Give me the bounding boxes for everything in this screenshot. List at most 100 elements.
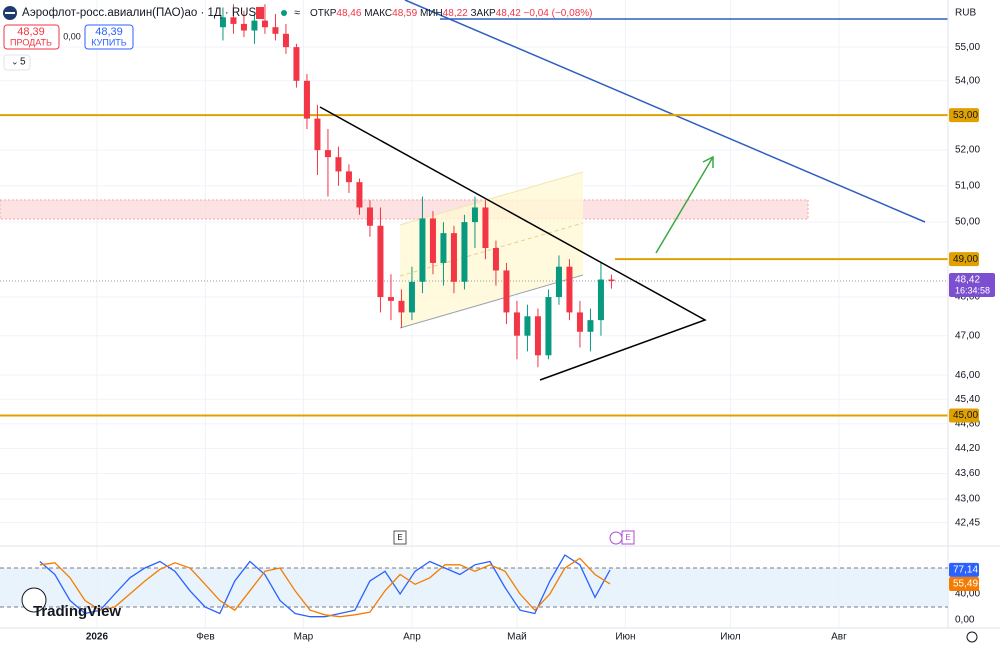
- spread: 0,00: [63, 31, 81, 41]
- y-tick-label: 55,00: [955, 42, 980, 53]
- candle-body: [282, 33, 289, 48]
- candle-body: [314, 118, 321, 151]
- x-tick-label: Фев: [196, 632, 214, 643]
- candle-body: [471, 207, 478, 223]
- candle-body: [503, 270, 510, 313]
- candle-body: [597, 279, 604, 321]
- osc-band: [0, 568, 948, 608]
- candle-body: [461, 222, 468, 282]
- event-marker[interactable]: [621, 530, 635, 545]
- level-label: 53,00: [953, 110, 978, 121]
- y-tick-label: 44,20: [955, 443, 980, 454]
- x-tick-label: Авг: [831, 632, 847, 643]
- arrow-head: [702, 155, 714, 168]
- candle-body: [566, 266, 573, 313]
- buy-button[interactable]: [84, 24, 134, 50]
- channel-line: [399, 171, 584, 226]
- settings-icon[interactable]: [966, 631, 978, 643]
- channel-line: [399, 274, 584, 329]
- flag[interactable]: [256, 7, 264, 19]
- candle-body: [230, 17, 237, 24]
- channel-fill: [400, 172, 583, 328]
- candle-body: [398, 300, 405, 313]
- osc-label-bg: [949, 576, 979, 591]
- candle-body: [240, 23, 247, 31]
- candle-body: [608, 279, 615, 282]
- y-tick-label: 43,00: [955, 494, 980, 505]
- x-tick-label: Апр: [403, 632, 421, 643]
- y-tick-label: 44,80: [955, 418, 980, 429]
- logo[interactable]: TradingView: [33, 603, 121, 620]
- ohlc-value: 48,42: [496, 8, 521, 19]
- level-label: 45,00: [953, 410, 978, 421]
- event-label: E: [625, 533, 630, 542]
- trend-line: [404, 0, 926, 223]
- level-label-bg: [949, 108, 979, 123]
- osc-tick-label: 40,00: [955, 589, 980, 600]
- compare-icon[interactable]: ≈: [294, 7, 300, 19]
- oscillator: [0, 554, 948, 618]
- candle-body: [492, 247, 499, 271]
- candle-body: [482, 207, 489, 248]
- event-label: E: [397, 533, 402, 542]
- y-tick-label: 52,00: [955, 145, 980, 156]
- candle-body: [261, 20, 268, 28]
- event-marker[interactable]: [393, 530, 407, 545]
- y-tick-label: 54,00: [955, 75, 980, 86]
- x-tick-label: 2026: [86, 632, 109, 643]
- candle-body: [272, 27, 279, 34]
- level-label-bg: [949, 408, 979, 423]
- status-dot: [281, 10, 287, 16]
- level-label-bg: [949, 252, 979, 267]
- candle-body: [524, 316, 531, 336]
- candle-body: [545, 297, 552, 356]
- candle-body: [429, 218, 436, 263]
- sell-price: 48,39: [17, 26, 45, 38]
- x-tick-label: Июл: [720, 632, 740, 643]
- ohlc-label: МАКС: [364, 8, 392, 19]
- logo-icon[interactable]: [21, 587, 47, 613]
- price-label: 48,42: [955, 275, 980, 286]
- y-tick-label: 42,45: [955, 517, 980, 528]
- sell-label: ПРОДАТЬ: [10, 37, 52, 47]
- osc-line: [39, 557, 611, 618]
- triangle: [319, 106, 707, 381]
- ohlc-value: 48,59: [392, 8, 417, 19]
- ohlc-value: 48,22: [443, 8, 468, 19]
- y-tick-label: 50,00: [955, 217, 980, 228]
- symbol-title[interactable]: Аэрофлот-росс.авиалин(ПАО)ао · 1Д · RUS: [22, 7, 256, 19]
- candle-body: [251, 20, 258, 31]
- candle-body: [576, 312, 583, 332]
- resistance-zone: [0, 199, 809, 220]
- symbol-icon-mark: [5, 12, 15, 14]
- x-tick-label: Мар: [294, 632, 314, 643]
- candle-body: [587, 320, 594, 332]
- candle-body: [387, 297, 394, 301]
- y-tick-label: 51,00: [955, 180, 980, 191]
- currency[interactable]: RUB: [955, 8, 976, 19]
- price-label-bg: [949, 273, 995, 298]
- price-timer: 16:34:58: [955, 285, 990, 295]
- y-tick-label: 48,00: [955, 292, 980, 303]
- indicators-toggle[interactable]: [3, 54, 31, 71]
- buy-label: КУПИТЬ: [91, 37, 126, 47]
- ohlc-label: МИН: [420, 8, 443, 19]
- ohlc-label: ЗАКР: [471, 8, 497, 19]
- y-tick-label: 43,60: [955, 468, 980, 479]
- osc-last-label: 77,14: [953, 565, 978, 576]
- ohlc-value: 48,46: [336, 8, 361, 19]
- ohlc: ОТКР48,46 МАКС48,59 МИН48,22 ЗАКР48,42 −…: [310, 8, 592, 19]
- toggle-arrow: ⌄: [11, 56, 19, 66]
- sell-button[interactable]: [3, 24, 60, 50]
- osc-last-label: 55,49: [953, 579, 978, 590]
- candle-body: [377, 225, 384, 298]
- earnings-icon[interactable]: [609, 531, 623, 545]
- buy-price: 48,39: [95, 26, 123, 38]
- osc-label-bg: [949, 562, 979, 577]
- candle-body: [324, 150, 331, 158]
- x-tick-label: Июн: [615, 632, 635, 643]
- candle-body: [419, 218, 426, 282]
- channel-mid: [399, 222, 584, 277]
